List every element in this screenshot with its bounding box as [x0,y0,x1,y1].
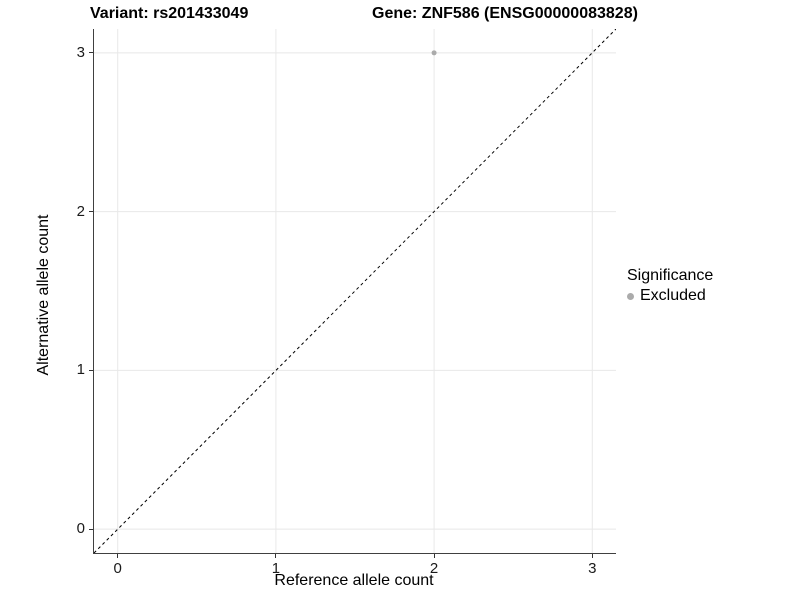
x-tick-mark [275,554,277,558]
y-axis-title: Alternative allele count [35,214,52,376]
legend: Significance Excluded [627,267,713,305]
y-tick-mark [89,211,93,213]
legend-title: Significance [627,267,714,284]
x-tick-mark [117,554,119,558]
identity-line [94,29,616,553]
legend-entry: Excluded [627,287,713,305]
plot-canvas [94,29,616,553]
legend-key-dot [627,292,634,300]
plot-title-gene: Gene: ZNF586 (ENSG00000083828) [372,5,638,22]
y-tick-mark [89,52,93,54]
plot-title-variant: Variant: rs201433049 [90,5,249,22]
data-point [431,50,437,56]
legend-entry-label: Excluded [640,287,706,304]
y-tick-mark [89,369,93,371]
y-tick-label: 0 [76,520,85,538]
y-tick-label: 2 [76,202,85,220]
x-tick-label: 2 [429,560,439,577]
x-tick-label: 1 [271,560,281,577]
x-tick-mark [591,554,593,558]
y-tick-label: 3 [76,43,85,61]
x-tick-mark [433,554,435,558]
x-tick-label: 0 [113,560,122,577]
y-tick-label: 1 [76,361,85,379]
legend-entries: Excluded [627,287,713,305]
x-tick-label: 3 [588,560,597,577]
plot-panel [93,29,616,554]
y-tick-mark [89,528,93,530]
x-axis-title: Reference allele count [274,572,434,589]
